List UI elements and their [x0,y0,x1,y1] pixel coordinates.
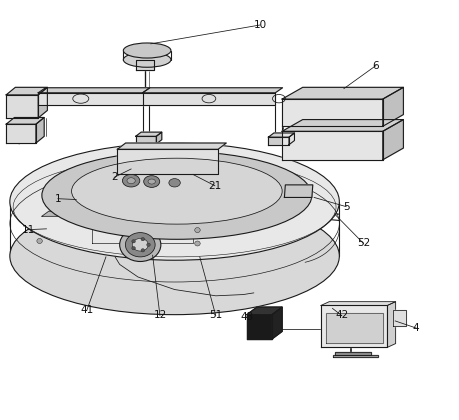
Text: 5: 5 [343,202,349,212]
Ellipse shape [123,174,140,187]
Polygon shape [146,143,151,176]
Polygon shape [38,93,143,105]
Polygon shape [321,302,396,305]
Circle shape [195,228,200,233]
Polygon shape [282,87,403,99]
Ellipse shape [10,143,339,260]
Ellipse shape [132,239,148,251]
Polygon shape [247,307,282,315]
Text: 10: 10 [253,20,267,30]
Text: 52: 52 [357,239,370,249]
Polygon shape [143,88,283,93]
Text: 21: 21 [208,181,222,191]
Polygon shape [321,305,387,347]
Ellipse shape [72,158,282,224]
Polygon shape [269,133,295,137]
Polygon shape [247,315,272,339]
Polygon shape [282,120,403,131]
Polygon shape [6,118,44,124]
Polygon shape [6,95,38,118]
Text: 42: 42 [335,310,348,320]
Polygon shape [136,132,162,137]
Polygon shape [6,87,47,95]
Polygon shape [136,136,156,144]
Polygon shape [335,352,371,355]
Circle shape [132,247,135,250]
Text: 4: 4 [413,323,420,333]
Ellipse shape [148,179,155,184]
Text: 51: 51 [209,310,223,320]
Ellipse shape [120,228,161,262]
Polygon shape [289,133,295,145]
Ellipse shape [169,178,180,187]
Ellipse shape [127,178,135,184]
Polygon shape [393,310,406,326]
Ellipse shape [123,52,171,67]
Text: 6: 6 [373,60,379,71]
Polygon shape [42,211,74,216]
Polygon shape [143,93,275,105]
Polygon shape [36,118,44,143]
Circle shape [141,249,145,252]
Circle shape [195,241,200,246]
Polygon shape [325,313,383,343]
Polygon shape [118,143,226,149]
Polygon shape [383,87,403,126]
Text: 43: 43 [240,312,253,322]
Polygon shape [6,124,36,143]
Polygon shape [285,185,313,197]
Polygon shape [38,88,150,93]
Circle shape [37,239,42,244]
Ellipse shape [123,43,171,58]
Polygon shape [282,131,383,160]
Polygon shape [136,60,154,70]
Circle shape [147,243,151,247]
Polygon shape [38,87,47,118]
Ellipse shape [10,197,339,315]
Text: 41: 41 [80,305,93,315]
Circle shape [141,237,145,241]
Circle shape [132,240,135,243]
Ellipse shape [125,233,155,257]
Polygon shape [269,137,289,145]
Text: 11: 11 [22,225,35,235]
Text: 12: 12 [153,310,167,320]
Polygon shape [383,120,403,160]
Text: 2: 2 [111,172,118,182]
Polygon shape [272,307,282,339]
Polygon shape [282,99,383,126]
Ellipse shape [144,176,160,187]
Polygon shape [333,355,378,357]
Polygon shape [42,216,67,233]
Polygon shape [387,302,396,347]
Text: 1: 1 [55,194,61,204]
Polygon shape [118,149,218,174]
Ellipse shape [42,151,312,239]
Polygon shape [156,132,162,144]
